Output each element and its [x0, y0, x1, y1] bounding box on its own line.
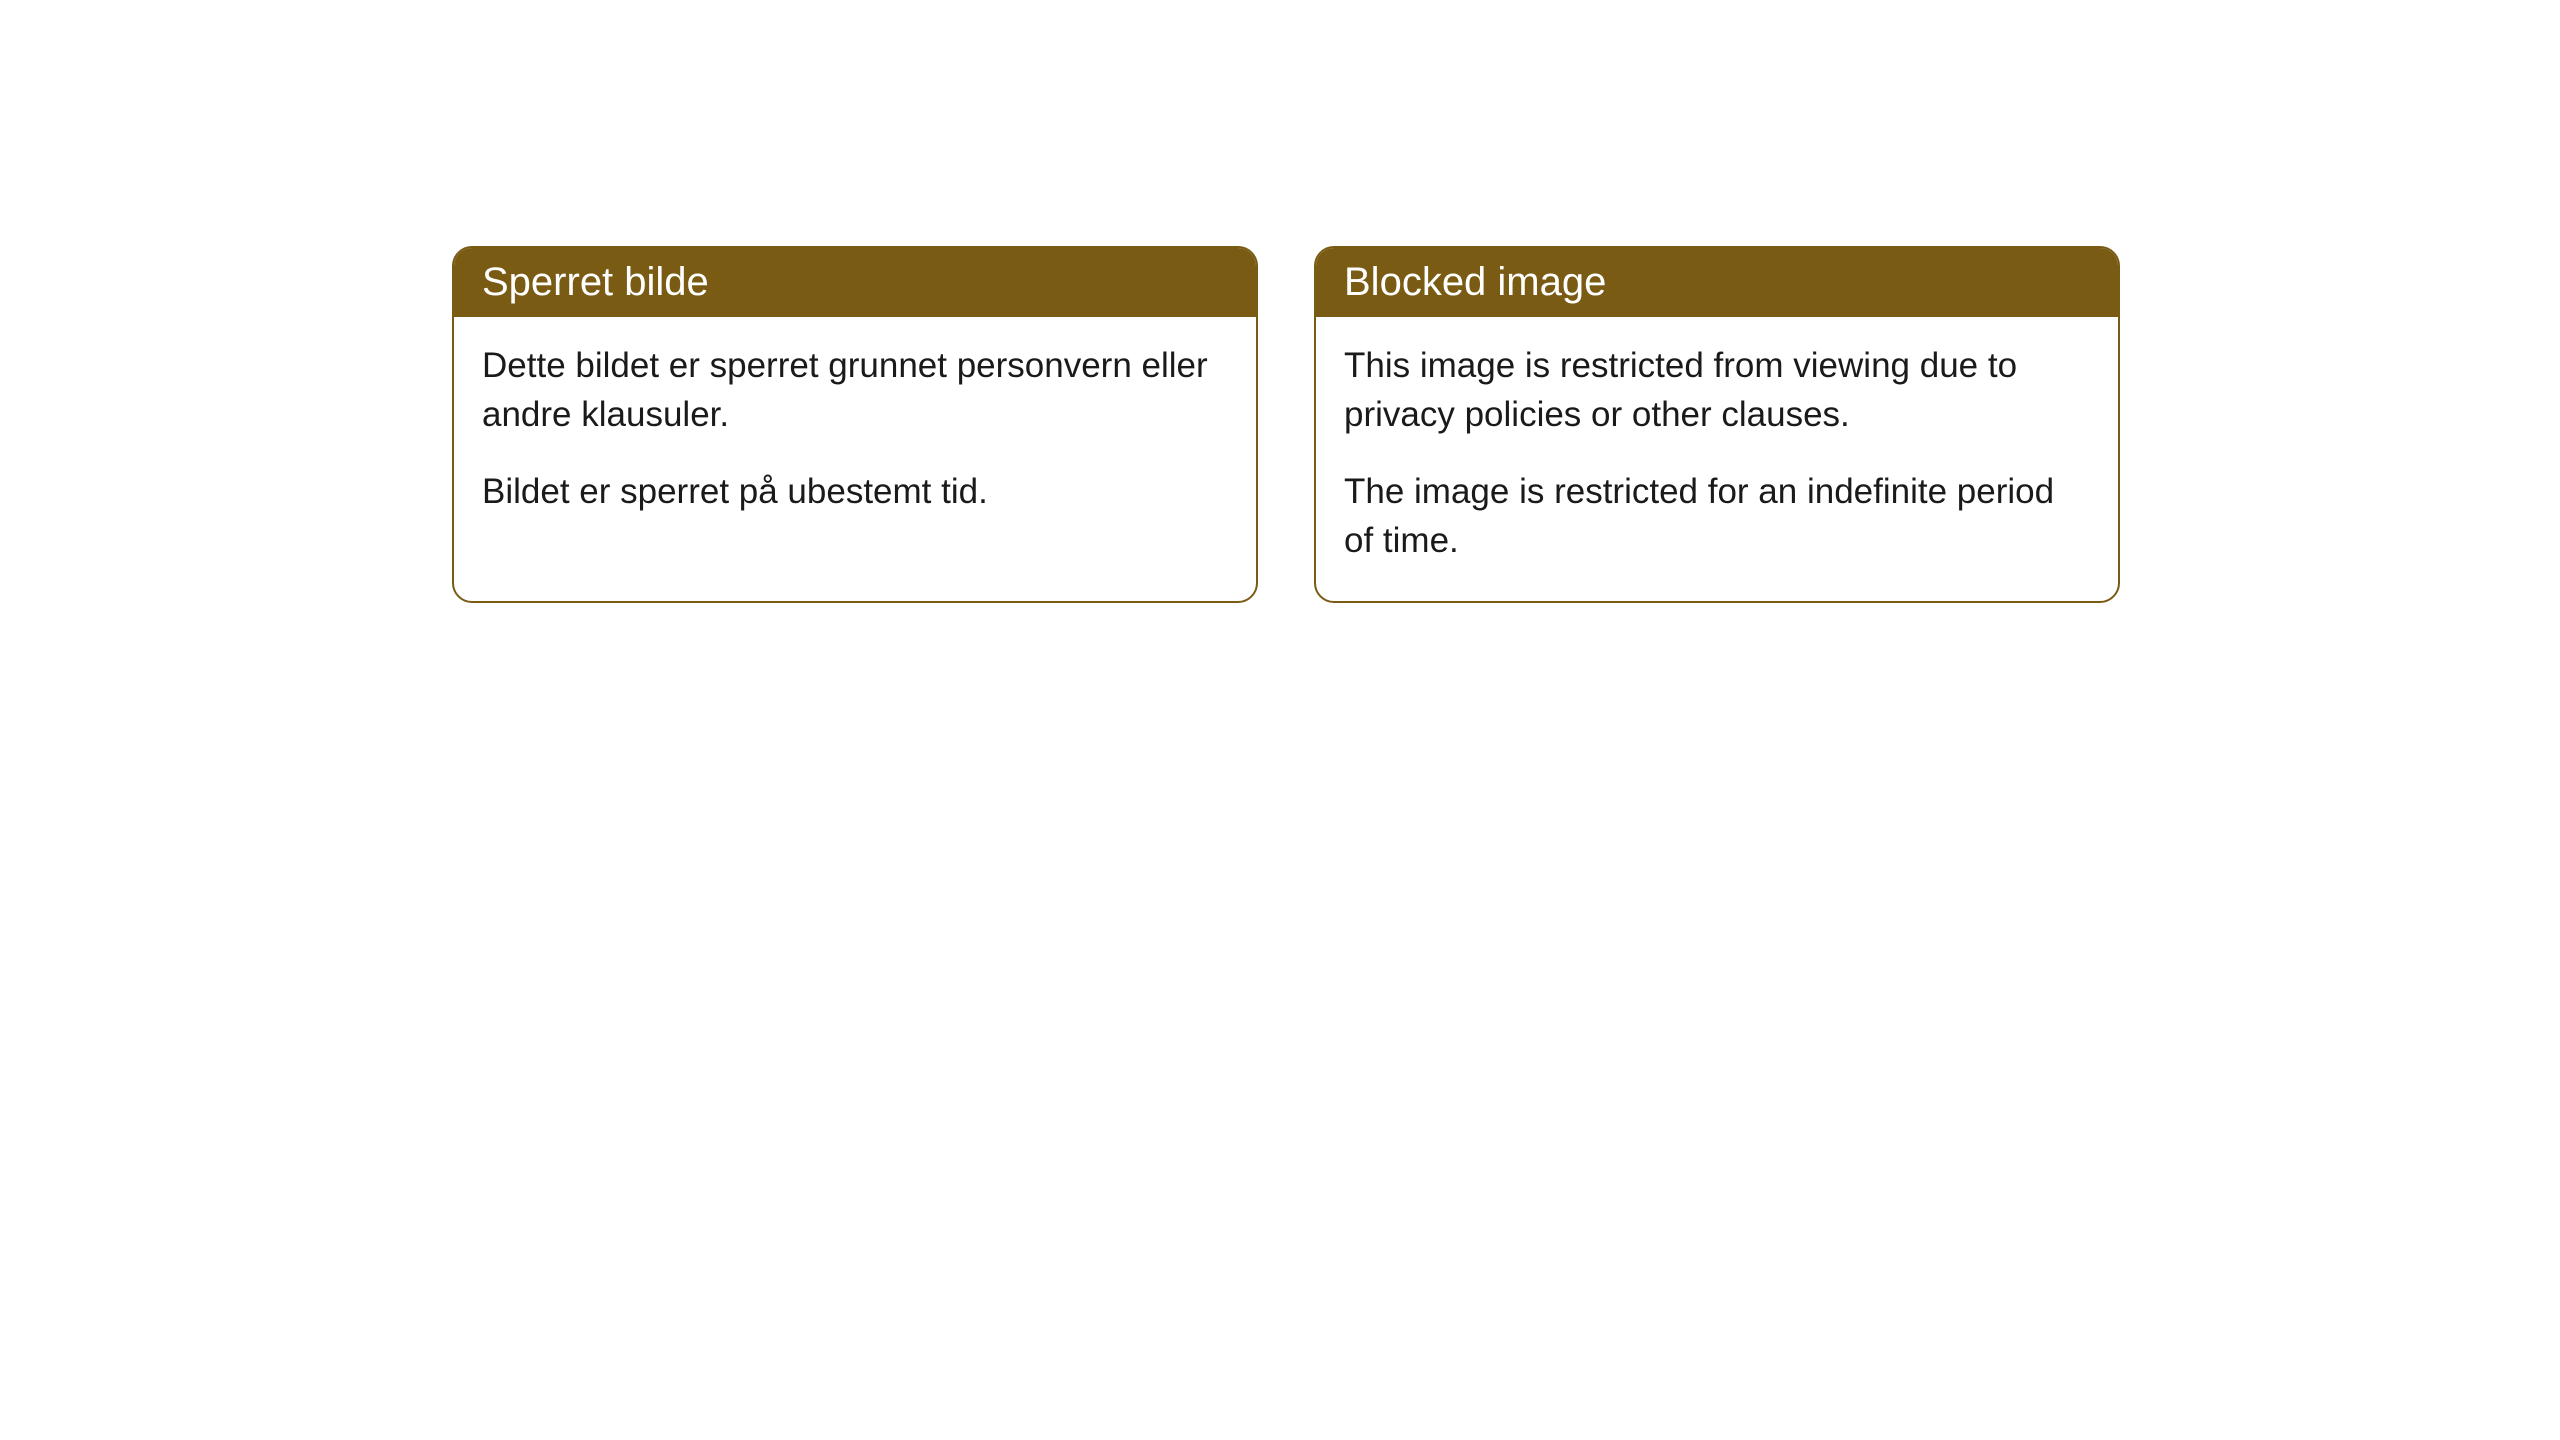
card-paragraph-2: The image is restricted for an indefinit… — [1344, 467, 2090, 565]
card-body-english: This image is restricted from viewing du… — [1316, 317, 2118, 601]
card-body-norwegian: Dette bildet er sperret grunnet personve… — [454, 317, 1256, 552]
card-title: Sperret bilde — [482, 260, 709, 304]
card-title: Blocked image — [1344, 260, 1606, 304]
card-header-english: Blocked image — [1316, 248, 2118, 317]
card-header-norwegian: Sperret bilde — [454, 248, 1256, 317]
notice-card-norwegian: Sperret bilde Dette bildet er sperret gr… — [452, 246, 1258, 603]
notice-cards-container: Sperret bilde Dette bildet er sperret gr… — [452, 246, 2120, 603]
card-paragraph-1: This image is restricted from viewing du… — [1344, 341, 2090, 439]
notice-card-english: Blocked image This image is restricted f… — [1314, 246, 2120, 603]
card-paragraph-1: Dette bildet er sperret grunnet personve… — [482, 341, 1228, 439]
card-paragraph-2: Bildet er sperret på ubestemt tid. — [482, 467, 1228, 516]
